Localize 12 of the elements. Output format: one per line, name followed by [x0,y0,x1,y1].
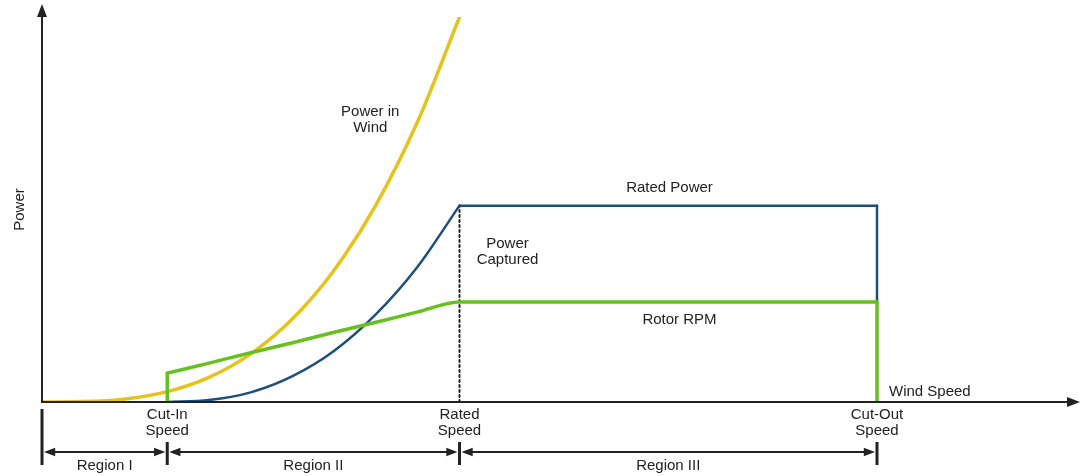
x-axis-title: Wind Speed [889,382,971,399]
x-tick-label: Cut-Out Speed [850,404,905,438]
x-tick-label: Rated Speed [437,404,482,438]
text: Region II [283,455,344,473]
x-tick-label: Cut-In Speed [145,404,189,438]
y-axis-title: Power [10,188,28,231]
text: Region III [636,455,701,473]
series-label: Power Captured [476,233,539,267]
series-label: Power in Wind [341,102,400,136]
series-label: Rotor RPM [642,310,717,328]
text: Region I [76,455,133,473]
series-label: Rated Power [626,177,713,195]
